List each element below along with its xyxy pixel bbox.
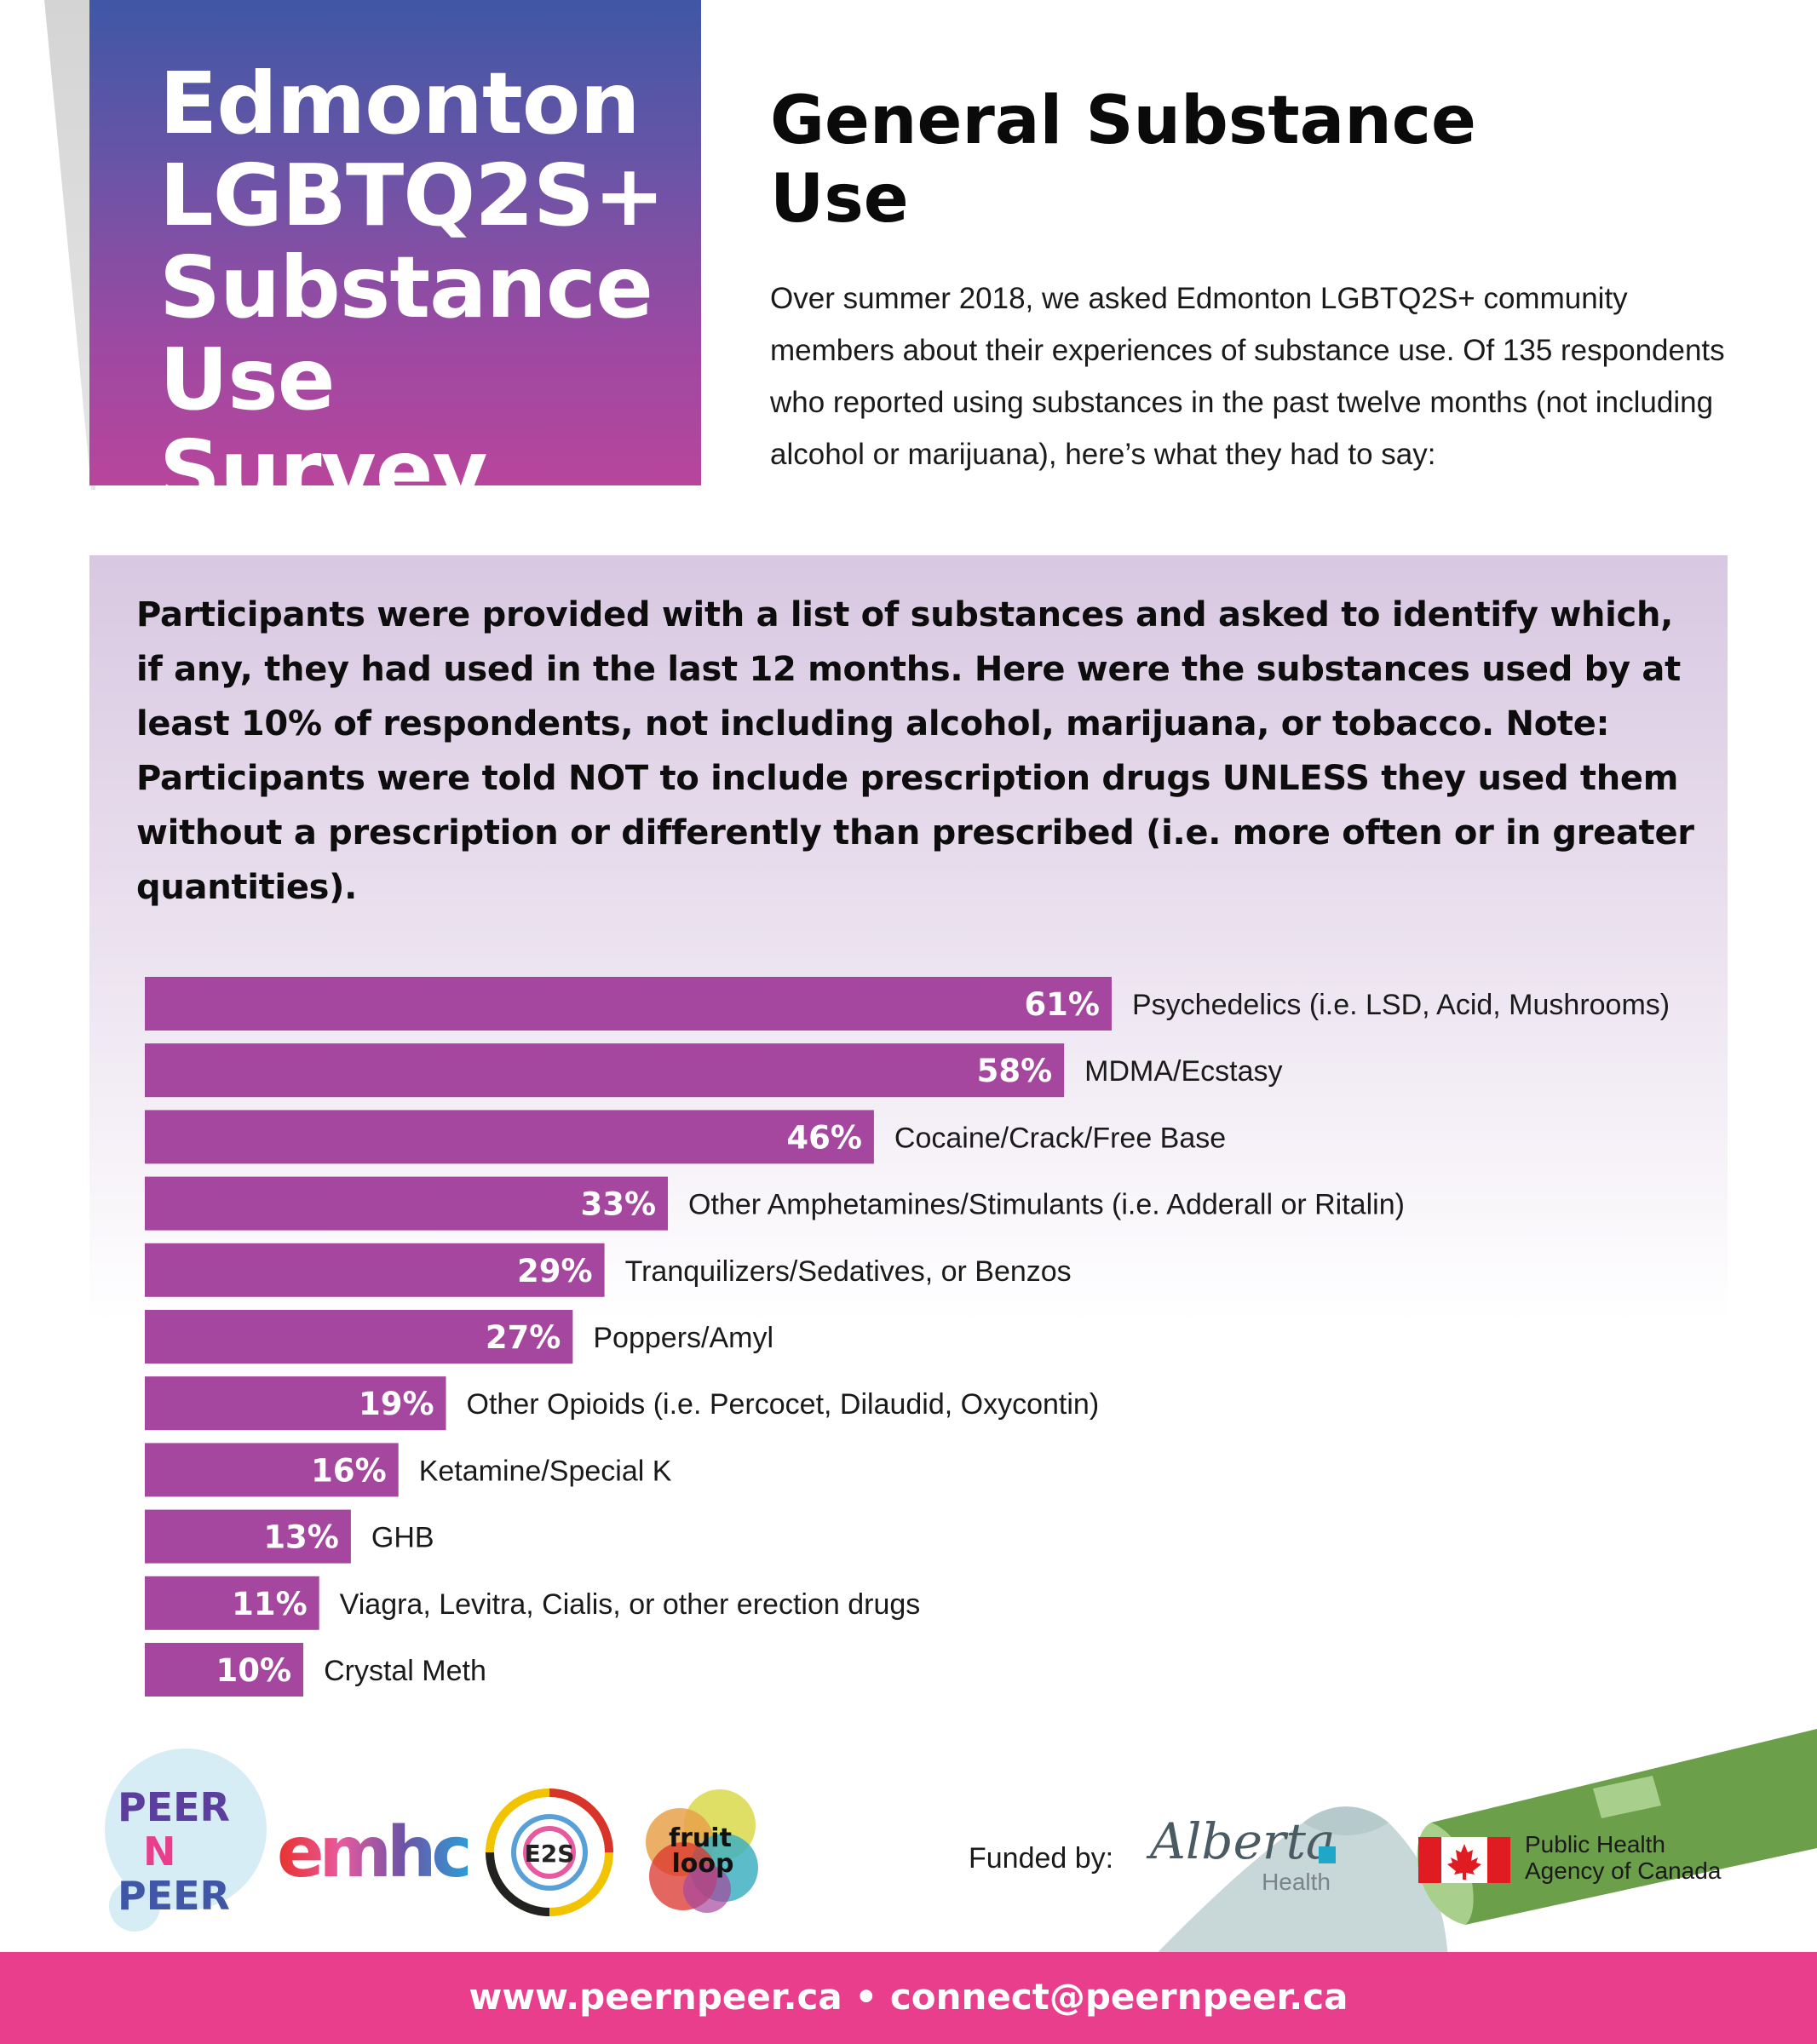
bar-value-6: 27% [486, 1319, 561, 1356]
bar-value-8: 16% [311, 1452, 387, 1489]
panel-question: Participants were provided with a list o… [136, 595, 1694, 907]
peer-line-2: N [143, 1829, 176, 1875]
bar-value-7: 19% [359, 1386, 434, 1422]
alberta-health-logo: Alberta Health [1150, 1812, 1346, 1906]
peer-line-3: PEER [118, 1873, 230, 1919]
bar-value-10: 11% [232, 1586, 308, 1622]
bar-label-11: Crystal Meth [324, 1655, 486, 1687]
peer-n-peer-logo: PEER N PEER [75, 1744, 271, 1940]
fruit-loop-logo: fruit loop [639, 1787, 767, 1915]
phac-line-2: Agency of Canada [1525, 1857, 1722, 1884]
footer-bar: www.peernpeer.ca • connect@peernpeer.ca [0, 1952, 1817, 2044]
powder-pile [1141, 1806, 1448, 1969]
survey-title: Edmonton LGBTQ2S+ Substance Use Survey [159, 54, 665, 521]
bar-label-6: Poppers/Amyl [593, 1322, 773, 1354]
footer-contact[interactable]: www.peernpeer.ca • connect@peernpeer.ca [469, 1976, 1348, 2018]
phac-logo-text: Public Health Agency of Canada [1525, 1831, 1721, 1884]
emhc-logo: emhc [277, 1812, 473, 1893]
title-shadow [44, 0, 95, 490]
section-title: General Substance Use [770, 83, 1476, 238]
loop-text: loop [672, 1849, 734, 1879]
e2s-logo: E2S [486, 1788, 613, 1916]
bar-value-11: 10% [216, 1652, 292, 1689]
bar-label-8: Ketamine/Special K [419, 1455, 672, 1487]
bill-powder-illustration [1141, 1729, 1817, 1969]
phac-line-1: Public Health [1525, 1831, 1665, 1857]
funded-by-label: Funded by: [969, 1842, 1114, 1875]
alberta-script: Alberta [1150, 1812, 1336, 1870]
bar-11 [145, 1643, 304, 1697]
e2s-text: E2S [525, 1840, 575, 1868]
bar-label-9: GHB [371, 1522, 434, 1554]
canada-flag-icon [1418, 1837, 1510, 1883]
bar-9 [145, 1509, 351, 1564]
bar-10 [145, 1576, 319, 1630]
fruit-text: fruit [669, 1823, 732, 1853]
peer-line-1: PEER [118, 1784, 230, 1830]
bar-label-7: Other Opioids (i.e. Percocet, Dilaudid, … [467, 1388, 1100, 1421]
survey-title-box: Edmonton LGBTQ2S+ Substance Use Survey [89, 0, 701, 518]
bar-8 [145, 1443, 399, 1497]
alberta-square [1319, 1846, 1336, 1863]
bar-value-9: 13% [263, 1519, 339, 1556]
intro-paragraph: Over summer 2018, we asked Edmonton LGBT… [770, 282, 1725, 471]
rolled-bill [1417, 1729, 1817, 1925]
alberta-health-text: Health [1262, 1869, 1331, 1895]
bar-label-10: Viagra, Levitra, Cialis, or other erecti… [340, 1588, 921, 1621]
bar-7 [145, 1376, 446, 1431]
